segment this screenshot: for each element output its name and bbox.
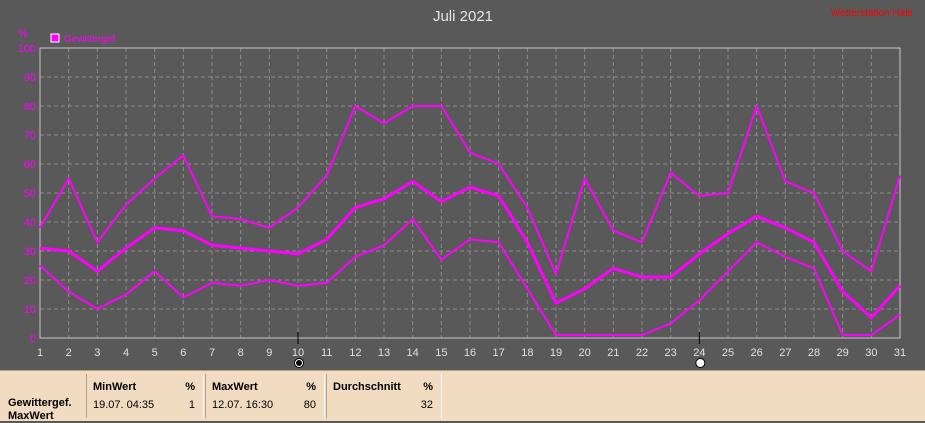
x-tick-label: 29 [837,347,849,359]
max-time: 12.07. 16:30 [212,399,274,411]
plot-frame [39,47,901,339]
x-tick-label: 21 [607,347,619,359]
x-tick-label: 25 [722,347,734,359]
x-tick-label: 4 [123,347,129,359]
x-tick-label: 20 [579,347,591,359]
full-moon-icon [695,358,706,368]
max-header: MaxWert [212,381,258,393]
x-tick-label: 19 [550,347,562,359]
summary-row-label-line1: Gewittergef. [8,397,72,409]
min-header: MinWert [93,381,137,393]
y-tick-label: 40 [24,217,36,229]
x-tick-label: 13 [378,347,390,359]
x-tick-label: 12 [349,347,361,359]
avg-header: Durchschnitt [333,381,401,393]
legend-label: Gewittergef. [64,34,118,45]
series-line-min [39,218,901,337]
x-tick-label: 10 [292,347,304,359]
x-tick-label: 11 [321,347,332,359]
x-tick-label: 27 [779,347,791,359]
legend-swatch [50,33,60,43]
min-value: 1 [188,399,195,411]
y-tick-label: 0 [30,333,36,345]
summary-panel: Gewittergef. MaxWert MinWert % 19.07. 04… [0,370,925,423]
y-tick-label: 100 [18,43,36,55]
station-name: Wetterstation Hale [831,8,914,19]
new-moon-icon-core [296,360,302,366]
x-tick-label: 24 [693,347,705,359]
series-line-avg [39,179,902,320]
avg-value: 32 [420,399,433,411]
y-tick-label: 10 [24,304,36,316]
y-axis-unit: % [18,28,28,40]
x-tick-label: 6 [180,347,186,359]
y-tick-label: 80 [24,101,36,113]
y-tick-label: 90 [24,72,36,84]
thunderstorm-chart: 0 10 20 30 40 50 60 70 80 90 100 1 2 3 4 5 6 7 8 9 10 11 12 13 1… [17,8,914,368]
x-tick-label: 30 [865,347,877,359]
max-value-box: MaxWert % 12.07. 16:30 80 [205,374,325,418]
y-tick-label: 20 [24,275,36,287]
y-tick-label: 30 [24,246,36,258]
x-tick-label: 26 [751,347,763,359]
x-tick-label: 22 [636,347,648,359]
x-tick-label: 8 [238,347,244,359]
x-tick-label: 17 [493,347,505,359]
x-tick-label: 28 [808,347,820,359]
x-tick-label: 14 [407,347,419,359]
x-tick-label: 31 [894,347,906,359]
max-value: 80 [303,399,316,411]
x-tick-label: 7 [209,347,215,359]
summary-row-label-line2: MaxWert [8,410,54,422]
summary-row-label: Gewittergef. MaxWert [8,397,88,423]
x-tick-label: 15 [435,347,447,359]
y-tick-label: 70 [24,130,36,142]
min-unit: % [185,381,195,393]
min-value-box: MinWert % 19.07. 04:35 1 [86,374,204,418]
x-tick-label: 18 [521,347,533,359]
max-unit: % [306,381,316,393]
x-tick-label: 1 [37,347,43,359]
y-tick-label: 50 [24,188,36,200]
x-tick-label: 16 [464,347,476,359]
chart-title: Juli 2021 [433,8,493,25]
x-tick-label: 3 [94,347,100,359]
y-tick-label: 60 [24,159,36,171]
x-tick-label: 9 [266,347,272,359]
x-tick-label: 5 [152,347,158,359]
x-tick-label: 2 [66,347,72,359]
x-tick-label: 23 [665,347,677,359]
series-line-max [39,105,901,276]
average-value-box: Durchschnitt % 32 [326,374,442,418]
avg-unit: % [423,381,433,393]
min-time: 19.07. 04:35 [93,399,155,411]
